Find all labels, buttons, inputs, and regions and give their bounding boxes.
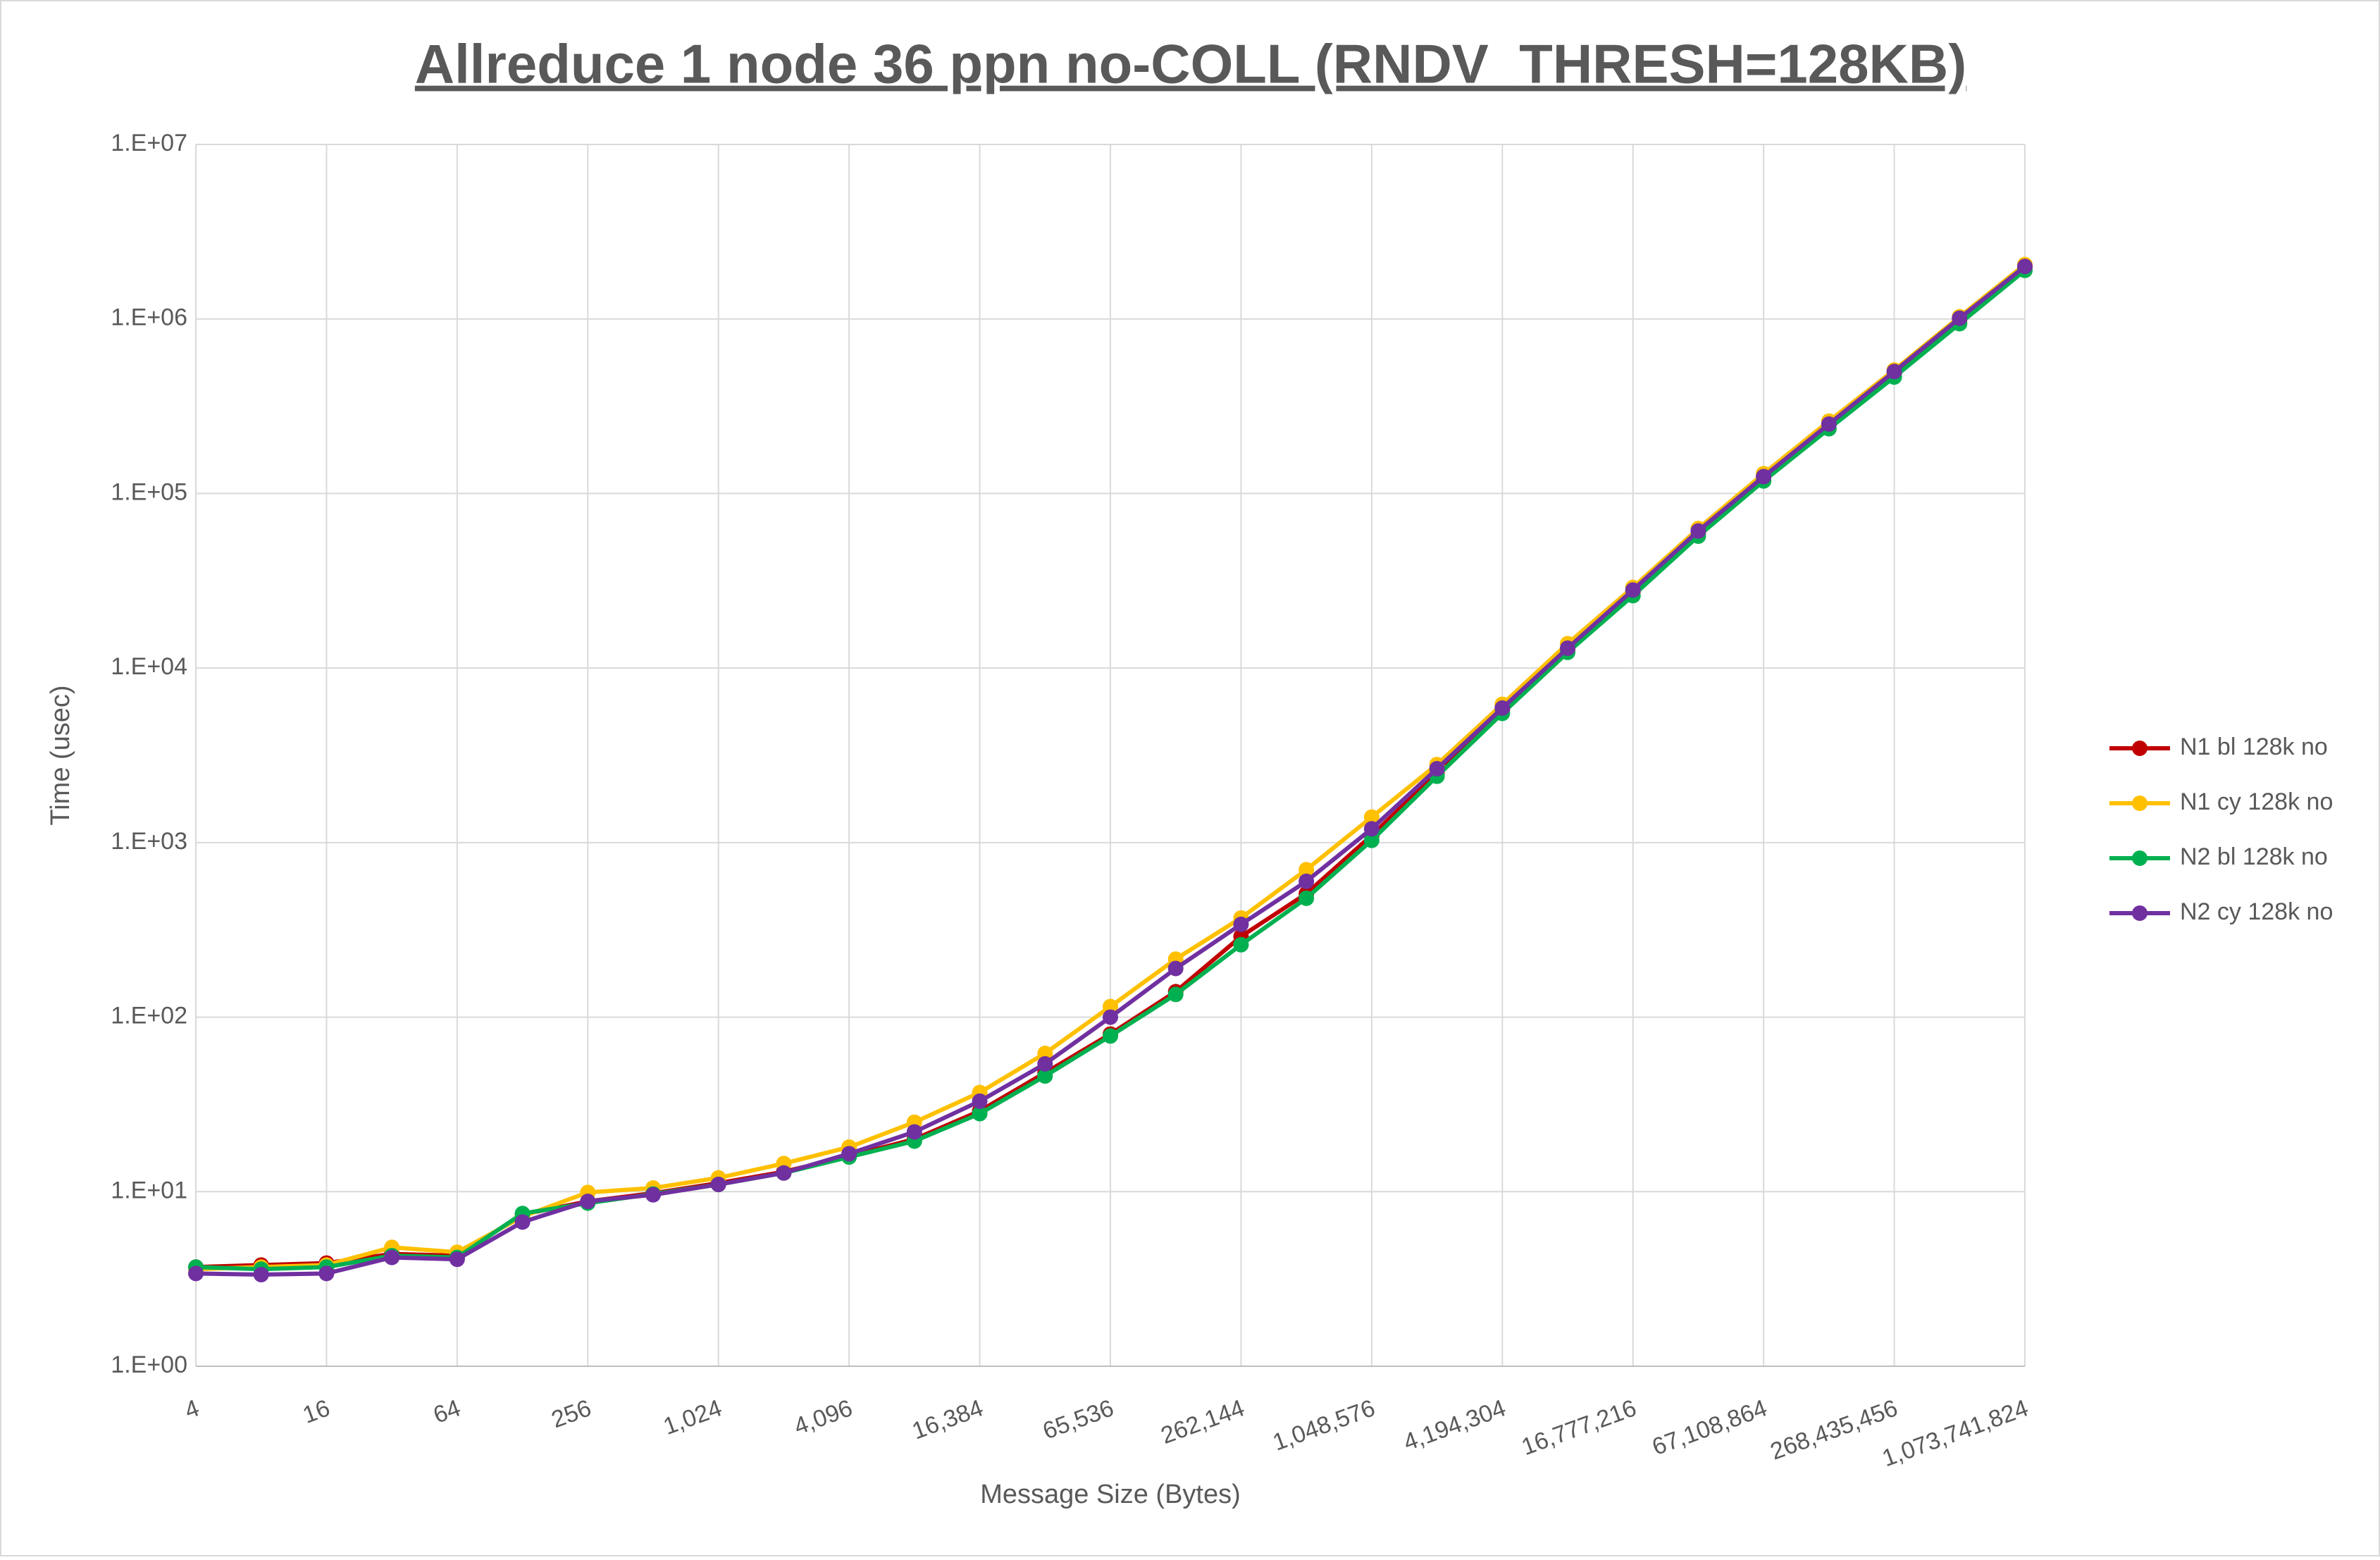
chart-title: Allreduce 1 node 36 ppn no-COLL (RNDV_TH…: [415, 33, 1966, 95]
data-point: [1167, 960, 1184, 977]
data-point: [1103, 1009, 1118, 1025]
data-point: [1690, 523, 1706, 539]
legend-label: N2 cy 128k no: [2180, 898, 2333, 925]
data-point: [972, 1093, 988, 1109]
data-point: [1167, 986, 1184, 1003]
data-point: [1233, 916, 1249, 932]
data-point: [1821, 416, 1837, 432]
x-axis-title: Message Size (Bytes): [980, 1480, 1241, 1509]
y-tick-label: 1.E+06: [111, 304, 187, 331]
data-point: [384, 1249, 400, 1265]
data-point: [1429, 761, 1445, 777]
data-point: [1299, 873, 1315, 889]
data-point: [1756, 469, 1772, 485]
legend-label: N1 cy 128k no: [2180, 788, 2333, 815]
data-point: [1103, 1028, 1118, 1044]
y-tick-label: 1.E+01: [111, 1177, 187, 1203]
y-tick-label: 1.E+04: [111, 653, 187, 680]
data-point: [1952, 310, 1968, 326]
data-point: [710, 1177, 726, 1193]
legend-marker: [2132, 796, 2147, 811]
data-point: [906, 1124, 922, 1140]
y-tick-label: 1.E+07: [111, 130, 187, 156]
data-point: [1494, 700, 1511, 716]
data-point: [253, 1266, 269, 1282]
data-point: [1299, 862, 1315, 878]
data-point: [580, 1194, 596, 1210]
legend-marker: [2132, 905, 2147, 921]
legend-label: N1 bl 128k no: [2180, 733, 2328, 760]
data-point: [1886, 364, 1902, 380]
data-point: [1560, 640, 1575, 656]
data-point: [2017, 259, 2033, 275]
legend-marker: [2132, 850, 2147, 866]
y-tick-label: 1.E+02: [111, 1003, 187, 1029]
data-point: [1363, 821, 1380, 837]
data-point: [841, 1146, 857, 1162]
data-point: [1363, 832, 1380, 848]
data-point: [1233, 936, 1249, 953]
data-point: [972, 1106, 988, 1122]
legend-marker: [2132, 741, 2147, 756]
data-point: [645, 1187, 661, 1203]
y-tick-label: 1.E+00: [111, 1351, 187, 1378]
data-point: [1103, 998, 1118, 1015]
data-point: [318, 1265, 335, 1282]
y-axis-title: Time (usec): [46, 685, 75, 825]
y-tick-label: 1.E+05: [111, 478, 187, 505]
data-point: [449, 1251, 465, 1268]
data-point: [1037, 1056, 1053, 1072]
data-point: [776, 1165, 792, 1181]
y-tick-label: 1.E+03: [111, 828, 187, 855]
data-point: [1363, 809, 1380, 825]
data-point: [1037, 1068, 1053, 1084]
data-point: [1299, 890, 1315, 906]
data-point: [188, 1265, 204, 1282]
data-point: [1625, 582, 1641, 598]
data-point: [514, 1214, 531, 1230]
legend-label: N2 bl 128k no: [2180, 843, 2328, 870]
